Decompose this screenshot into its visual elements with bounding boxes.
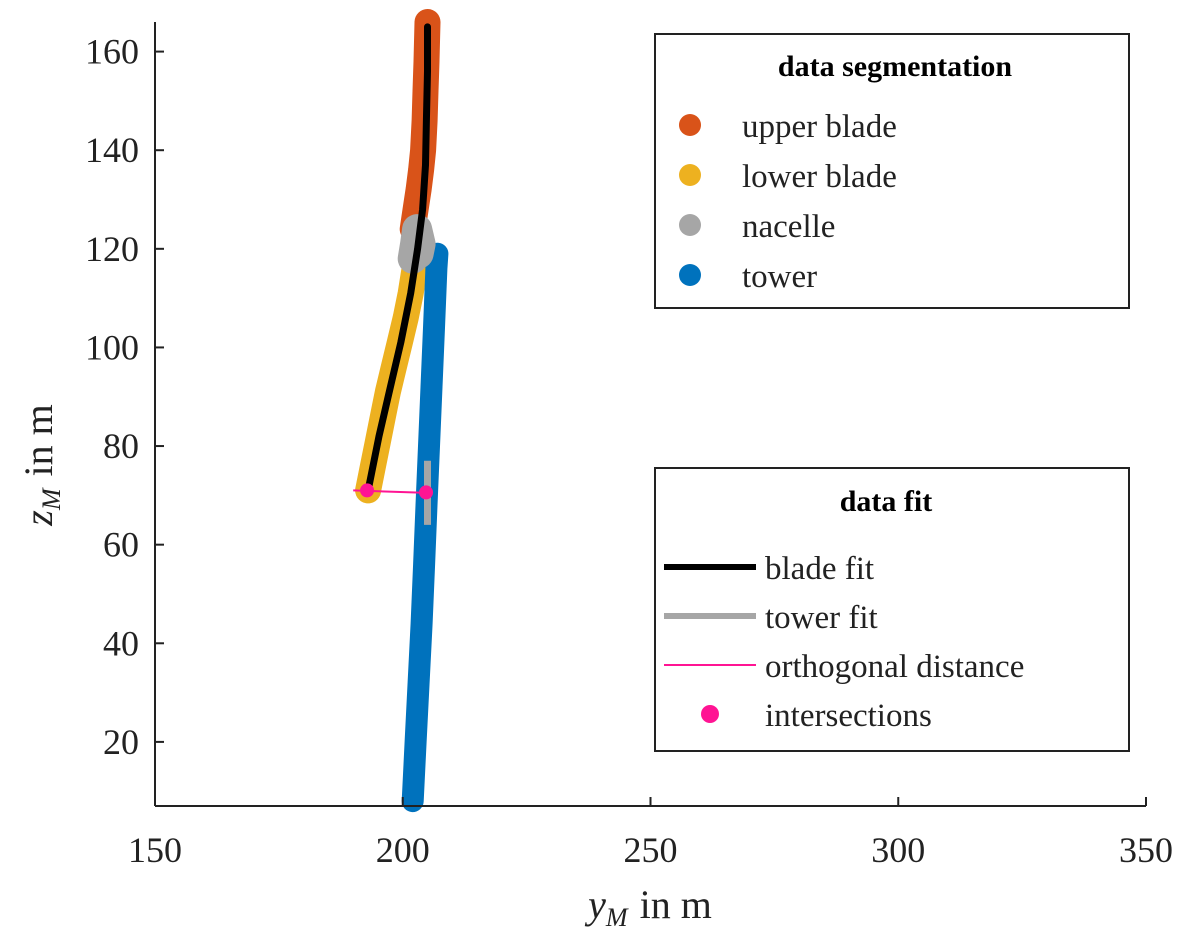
- x-axis-label-unit: in m: [640, 882, 712, 927]
- x-axis-label-main: y: [584, 882, 606, 927]
- legend-marker-nacelle: [679, 214, 701, 236]
- y-axis-label-unit: in m: [16, 404, 61, 476]
- x-tick-label: 200: [376, 830, 430, 870]
- y-axis-label-sub: M: [37, 487, 66, 511]
- y-tick-label: 160: [85, 32, 139, 72]
- legend-segmentation: data segmentation upper blade lower blade…: [654, 33, 1130, 309]
- y-axis-label-main: z: [16, 510, 61, 527]
- legend-label-orthogonal-distance: orthogonal distance: [765, 649, 1024, 685]
- x-tick-label: 350: [1119, 830, 1173, 870]
- y-tick-label: 80: [103, 426, 139, 466]
- x-tick-label: 150: [128, 830, 182, 870]
- y-tick-label: 100: [85, 327, 139, 367]
- y-tick-label: 40: [103, 623, 139, 663]
- plot-area: [353, 9, 449, 813]
- legend-label-blade-fit: blade fit: [765, 551, 874, 587]
- legend-fit-items: blade fit tower fit orthogonal distance int…: [664, 551, 1024, 734]
- legend-label-nacelle: nacelle: [742, 209, 835, 245]
- legend-label-lower-blade: lower blade: [742, 159, 897, 195]
- y-tick-label: 60: [103, 525, 139, 565]
- legend-segmentation-box: [654, 33, 1130, 309]
- intersection-point: [360, 483, 375, 498]
- legend-label-upper-blade: upper blade: [742, 109, 897, 145]
- legend-fit-box: [654, 467, 1130, 752]
- x-tick-label: 250: [624, 830, 678, 870]
- legend-marker-tower: [679, 264, 701, 286]
- legend-fit: data fit blade fit tower fit orthogonal di…: [654, 467, 1130, 752]
- legend-segmentation-title: data segmentation: [778, 50, 1012, 83]
- series-tower: [401, 242, 449, 813]
- x-tick-label: 300: [871, 830, 925, 870]
- y-tick-label: 20: [103, 722, 139, 762]
- legend-marker-lower-blade: [679, 164, 701, 186]
- axes: 150 200 250 300 350 20 40 60 80 100 120 140 160: [85, 22, 1173, 870]
- legend-marker-upper-blade: [679, 114, 701, 136]
- y-ticks: 20 40 60 80 100 120 140 160: [85, 32, 164, 762]
- legend-label-tower: tower: [742, 259, 817, 295]
- series-blade-fit: [364, 23, 431, 494]
- y-tick-label: 120: [85, 229, 139, 269]
- legend-label-intersections: intersections: [765, 698, 932, 734]
- intersection-point: [419, 485, 434, 500]
- legend-fit-title: data fit: [840, 485, 933, 518]
- y-tick-label: 140: [85, 130, 139, 170]
- legend-marker-intersections: [701, 705, 719, 723]
- x-axis-label-sub: M: [605, 903, 629, 932]
- x-ticks: 150 200 250 300 350: [128, 797, 1173, 870]
- x-axis-label: yM in m: [584, 882, 712, 932]
- legend-label-tower-fit: tower fit: [765, 600, 878, 636]
- y-axis-label: zMin m: [16, 404, 66, 526]
- legend-segmentation-items: upper blade lower blade nacelle tower: [679, 109, 897, 295]
